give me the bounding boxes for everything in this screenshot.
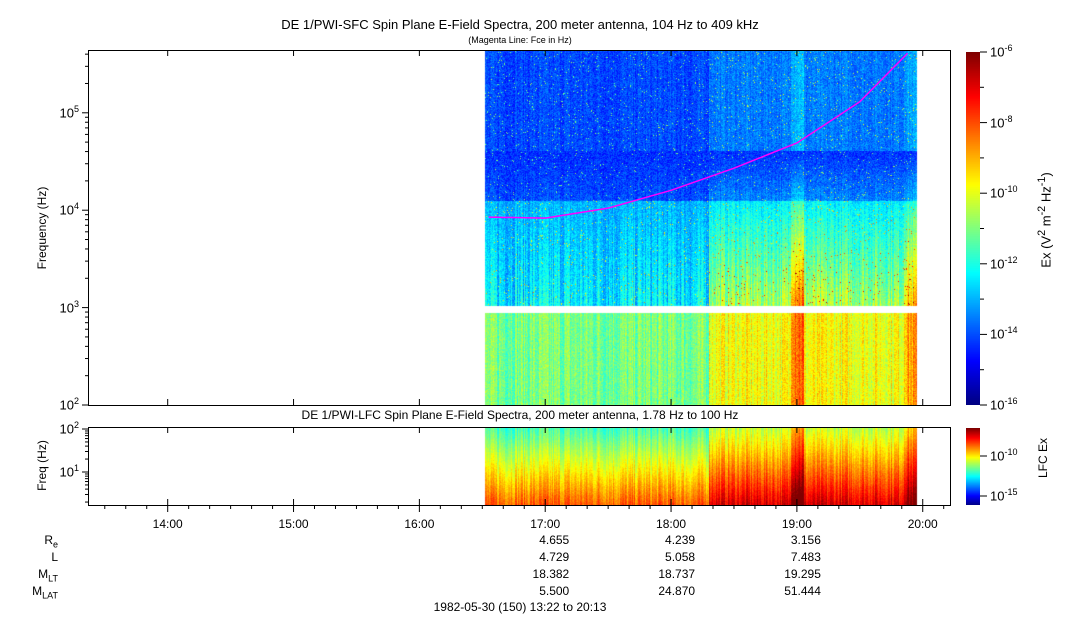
ephemeris-value: 18.382: [532, 567, 570, 581]
xtick-label: 17:00: [530, 517, 561, 531]
lfc-ytick-label: 102: [59, 420, 79, 437]
ephemeris-label: MLAT: [32, 584, 58, 601]
colorbar-tick-label: 10-16: [990, 396, 1018, 413]
xtick-label: 16:00: [404, 517, 435, 531]
lfc-colorbar: [966, 428, 980, 505]
ephemeris-value: 5.500: [539, 584, 570, 598]
xtick-label: 20:00: [907, 517, 938, 531]
lfc-title: DE 1/PWI-LFC Spin Plane E-Field Spectra,…: [301, 408, 739, 422]
chart-subtitle: (Magenta Line: Fce in Hz): [468, 35, 572, 45]
xtick-label: 19:00: [781, 517, 812, 531]
ephemeris-value: 24.870: [658, 584, 696, 598]
lfc-spectrogram: [88, 427, 950, 505]
lfc-ytick-label: 101: [59, 463, 79, 480]
ephemeris-label: L: [51, 550, 58, 564]
sfc-plot-frame: [88, 50, 951, 406]
ephemeris-value: 4.655: [539, 533, 570, 547]
ephemeris-value: 5.058: [665, 550, 696, 564]
sfc-ylabel: Frequency (Hz): [35, 186, 49, 270]
sfc-ytick-label: 102: [59, 396, 79, 413]
ephemeris-value: 7.483: [790, 550, 821, 564]
colorbar-tick-label: 10-12: [990, 254, 1018, 272]
sfc-ytick-label: 105: [59, 103, 79, 121]
xtick-label: 15:00: [278, 517, 309, 531]
xtick-label: 14:00: [152, 517, 183, 531]
ephemeris-value: 18.737: [658, 567, 696, 581]
colorbar-tick-label: 10-14: [990, 325, 1018, 342]
ephemeris-label: MLT: [38, 567, 58, 584]
xtick-label: 18:00: [656, 517, 687, 531]
ephemeris-value: 19.295: [784, 567, 821, 581]
sfc-ytick-label: 104: [59, 201, 79, 218]
sfc-ytick-label: 103: [59, 298, 79, 315]
lfc-colorbar-label: LFC Ex: [1036, 438, 1050, 479]
ephemeris-value: 51.444: [784, 584, 821, 598]
colorbar-tick-label: 10-8: [990, 113, 1013, 130]
fce-line: [488, 52, 909, 219]
chart-title: DE 1/PWI-SFC Spin Plane E-Field Spectra,…: [281, 17, 759, 32]
footer-time-range: 1982-05-30 (150) 13:22 to 20:13: [433, 600, 607, 614]
ephemeris-value: 4.239: [665, 533, 696, 547]
lfc-colorbar-tick-label: 10-10: [990, 447, 1018, 464]
colorbar-tick-label: 10-10: [990, 184, 1018, 201]
sfc-spectrogram: [88, 50, 950, 405]
lfc-colorbar-tick-label: 10-15: [990, 487, 1018, 504]
ephemeris-label: Re: [44, 533, 58, 550]
sfc-colorbar: [966, 52, 980, 405]
sfc-colorbar-label: Ex (V2 m-2 Hz-1): [1036, 172, 1054, 268]
colorbar-tick-label: 10-6: [990, 43, 1013, 60]
ephemeris-value: 3.156: [790, 533, 821, 547]
lfc-plot-frame: [88, 427, 951, 506]
ephemeris-value: 4.729: [539, 550, 570, 564]
lfc-ylabel: Freq (Hz): [35, 440, 49, 491]
